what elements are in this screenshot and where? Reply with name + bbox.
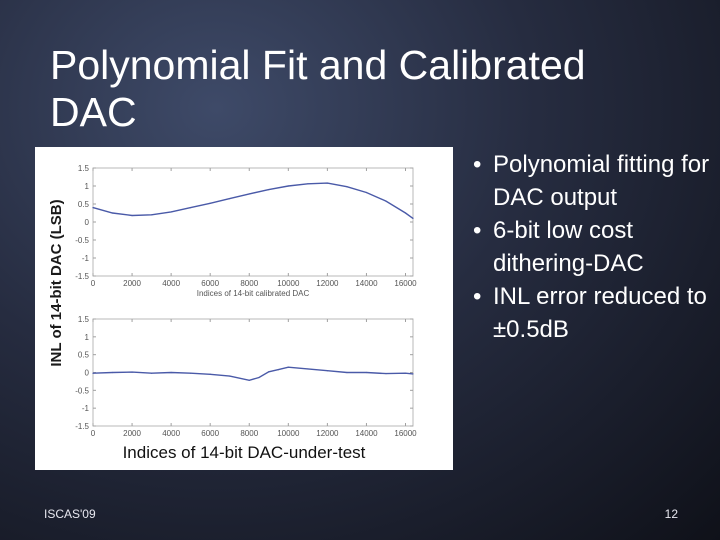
- inl-data-point: [209, 373, 211, 375]
- inl-data-point: [131, 214, 133, 217]
- x-tick-label: 2000: [123, 279, 141, 288]
- x-tick-label: 4000: [162, 429, 180, 438]
- x-tick-label: 12000: [316, 429, 339, 438]
- x-axis-label-bottom: Indices of 14-bit DAC-under-test: [122, 443, 366, 462]
- x-tick-label: 8000: [240, 429, 258, 438]
- x-tick-label: 10000: [277, 429, 300, 438]
- inl-data-point: [268, 371, 270, 373]
- plot-area-1: [92, 167, 414, 277]
- inl-data-point: [209, 202, 211, 204]
- y-tick-label: 1: [85, 333, 90, 342]
- inl-data-point: [412, 217, 414, 219]
- inl-data-point: [131, 371, 133, 373]
- bullet-item: • 6-bit low cost dithering-DAC: [465, 214, 715, 280]
- y-tick-label: -1.5: [75, 272, 89, 281]
- y-tick-label: 0.5: [78, 351, 90, 360]
- bullet-item: • INL error reduced to ±0.5dB: [465, 280, 715, 346]
- y-tick-label: 0.5: [78, 200, 90, 209]
- inl-series-line-1: [92, 182, 414, 219]
- inl-data-point: [150, 214, 153, 216]
- inl-data-point: [150, 372, 153, 374]
- inl-data-point: [277, 369, 280, 371]
- inl-data-point: [287, 366, 289, 368]
- x-tick-label: 16000: [394, 279, 417, 288]
- inl-data-point: [92, 207, 94, 209]
- inl-data-point: [111, 212, 114, 214]
- inl-figure: -1.5 -1 -0.5 0 0.5 1 1.5 0 2000 4000 6000 8000 10000…: [35, 147, 453, 470]
- y-tick-label: 0: [85, 369, 90, 378]
- x-tick-label: 10000: [277, 279, 300, 288]
- inl-data-point: [404, 372, 407, 374]
- inl-data-point: [287, 185, 289, 187]
- inl-data-point: [229, 198, 231, 200]
- x-tick-label: 6000: [201, 429, 219, 438]
- y-axis-label: INL of 14-bit DAC (LSB): [48, 199, 65, 367]
- inl-plots-svg: -1.5 -1 -0.5 0 0.5 1 1.5 0 2000 4000 6000 8000 10000…: [75, 164, 417, 438]
- x-axis-label-top: Indices of 14-bit calibrated DAC: [197, 289, 310, 298]
- bullet-dot-icon: •: [473, 283, 482, 310]
- bullet-list: • Polynomial fitting for DAC output • 6-bi…: [465, 148, 715, 346]
- inl-data-point: [307, 368, 309, 370]
- inl-data-point: [412, 373, 414, 375]
- y-tick-label: -1: [82, 254, 90, 263]
- inl-data-point: [346, 186, 348, 188]
- inl-data-point: [365, 371, 368, 374]
- footer-conference: ISCAS'09: [44, 507, 96, 521]
- bullet-dot-icon: •: [473, 217, 482, 244]
- x-tick-label: 2000: [123, 429, 141, 438]
- y-tick-label: 1.5: [78, 164, 90, 173]
- inl-data-point: [111, 371, 114, 374]
- inl-data-point: [307, 183, 309, 185]
- inl-data-point: [170, 211, 172, 213]
- inl-data-point: [248, 379, 250, 381]
- x-tick-label: 14000: [355, 279, 378, 288]
- x-tick-label: 12000: [316, 279, 339, 288]
- inl-series-line-2: [92, 366, 414, 382]
- inl-data-point: [268, 189, 270, 191]
- inl-data-point: [190, 207, 192, 209]
- bullet-dot-icon: •: [473, 151, 482, 178]
- inl-data-point: [385, 372, 387, 375]
- inl-data-point: [229, 375, 231, 377]
- inl-data-point: [248, 193, 250, 195]
- y-tick-label: 0: [85, 218, 90, 227]
- inl-data-point: [365, 191, 368, 194]
- inl-data-point: [385, 200, 387, 202]
- x-tick-label: 16000: [394, 429, 417, 438]
- inl-data-point: [326, 182, 328, 184]
- y-tick-label: -1.5: [75, 422, 89, 431]
- slide-number: 12: [664, 507, 678, 521]
- inl-data-point: [258, 376, 260, 379]
- y-tick-label: -0.5: [75, 386, 89, 395]
- x-tick-label: 6000: [201, 279, 219, 288]
- inl-data-point: [92, 372, 94, 374]
- x-tick-label: 0: [91, 279, 96, 288]
- slide-title: Polynomial Fit and Calibrated DAC: [50, 42, 586, 135]
- inl-data-point: [404, 212, 407, 214]
- x-tick-label: 8000: [240, 279, 258, 288]
- inl-data-point: [190, 372, 192, 374]
- x-tick-label: 14000: [355, 429, 378, 438]
- inl-data-point: [346, 371, 348, 374]
- y-tick-label: -1: [82, 404, 90, 413]
- inl-data-point: [326, 370, 328, 372]
- y-tick-label: -0.5: [75, 236, 89, 245]
- x-tick-label: 0: [91, 429, 96, 438]
- y-tick-label: 1.5: [78, 315, 90, 324]
- x-tick-label: 4000: [162, 279, 180, 288]
- y-tick-label: 1: [85, 182, 90, 191]
- bullet-item: • Polynomial fitting for DAC output: [465, 148, 715, 214]
- inl-data-point: [170, 371, 172, 374]
